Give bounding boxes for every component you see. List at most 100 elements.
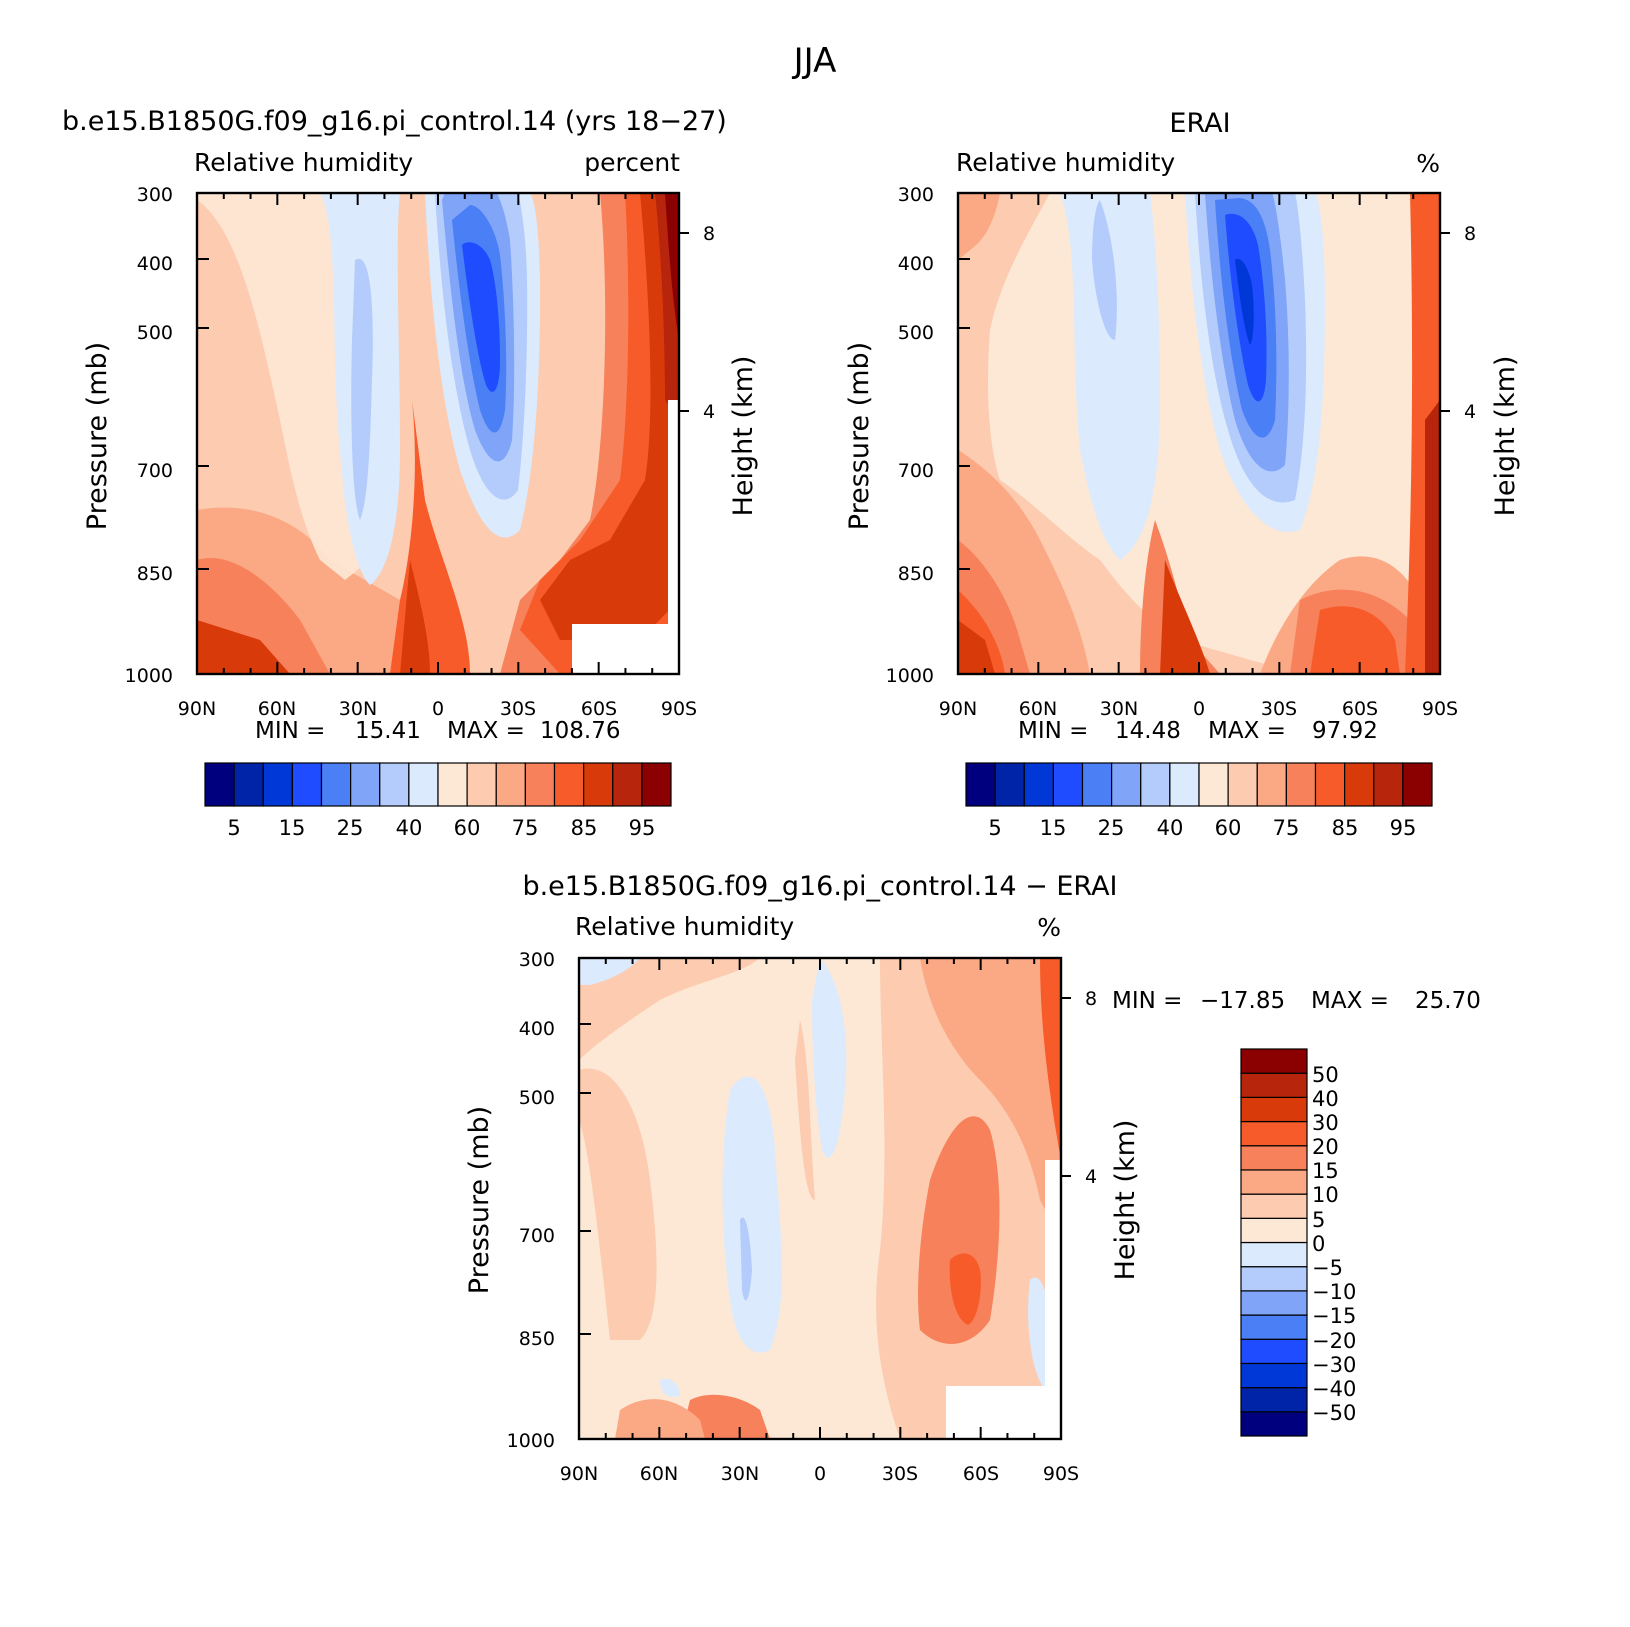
y2-tick-label: 4 [1085, 1166, 1097, 1188]
right-label: percent [584, 148, 680, 177]
max-label: MAX = [1208, 718, 1286, 744]
colorbar-swatch [1240, 1411, 1308, 1437]
contour-fill [958, 193, 1000, 260]
colorbar-swatch [262, 762, 293, 807]
contour-fill [579, 958, 640, 985]
x-tick-label: 30S [882, 1463, 918, 1485]
x-tick-label: 0 [814, 1463, 826, 1485]
contour-fill [615, 1399, 705, 1439]
colorbar-swatch [1240, 1314, 1308, 1340]
y-tick-label: 850 [519, 1328, 555, 1350]
y-tick-label: 300 [137, 184, 173, 206]
contour-field [197, 193, 680, 675]
x-tick-label: 60S [963, 1463, 999, 1485]
contour-fill [740, 1217, 752, 1301]
x-tick-label: 60N [640, 1463, 678, 1485]
x-axis: 90N 60N 30N 0 30S 60S 90S [939, 698, 1458, 720]
contour-fill [1235, 258, 1254, 345]
colorbar-swatch [1240, 1266, 1308, 1292]
y-tick-label: 1000 [125, 665, 173, 687]
y2-axis-title: Height (km) [1110, 1120, 1141, 1281]
missing-data-mask [572, 624, 680, 675]
y2-axis: 8 4 Height (km) [679, 223, 759, 516]
x-tick-label: 30S [500, 698, 536, 720]
y-axis-title: Pressure (mb) [82, 342, 113, 530]
colorbar-swatch [1373, 762, 1404, 807]
max-value: 97.92 [1312, 718, 1378, 744]
y2-tick-label: 8 [1085, 988, 1097, 1010]
x-axis: 90N 60N 30N 0 30S 60S 90S [178, 698, 697, 720]
y-tick-label: 500 [519, 1087, 555, 1109]
colorbar-swatch [1227, 762, 1258, 807]
colorbar-swatch [1198, 762, 1229, 807]
colorbar-label: 25 [1098, 816, 1125, 840]
colorbar-swatch [1111, 762, 1142, 807]
y2-axis-title: Height (km) [1490, 356, 1521, 517]
x-tick-label: 60S [581, 698, 617, 720]
contour-fill [1160, 560, 1210, 674]
panel-obs: ERAI Relative humidity % [844, 108, 1521, 840]
colorbar-swatch [1240, 1096, 1308, 1123]
x-tick-label: 0 [1193, 698, 1205, 720]
colorbar-label: 30 [1312, 1111, 1339, 1135]
colorbar-swatch [1081, 762, 1113, 807]
max-value: 108.76 [540, 718, 620, 744]
contour-fill [795, 1020, 815, 1200]
max-value: 25.70 [1415, 988, 1481, 1014]
max-label: MAX = [1311, 988, 1389, 1014]
y-tick-label: 400 [519, 1018, 555, 1040]
colorbar-swatch [1240, 1193, 1308, 1219]
y-axis: 300 400 500 700 850 1000 Pressure (mb) [844, 184, 934, 687]
colorbar-swatch [466, 762, 497, 807]
contour-fill [665, 193, 679, 340]
colorbar-swatch [350, 762, 381, 807]
panel-title: b.e15.B1850G.f09_g16.pi_control.14 − ERA… [522, 871, 1117, 902]
y-tick-label: 700 [898, 460, 934, 482]
colorbar-swatch [1240, 1290, 1308, 1316]
colorbar-label: −15 [1312, 1304, 1356, 1328]
colorbar: 5 15 25 40 60 75 85 95 [204, 762, 672, 840]
contour-fill [949, 1253, 981, 1325]
contour-fill [1092, 200, 1117, 340]
panel-title: ERAI [1169, 108, 1230, 139]
y2-tick-label: 4 [1464, 401, 1476, 423]
colorbar-label: 5 [1312, 1208, 1325, 1232]
panel-title: b.e15.B1850G.f09_g16.pi_control.14 (yrs … [62, 106, 727, 137]
y-axis-title: Pressure (mb) [844, 342, 875, 530]
contour-fill [197, 620, 290, 674]
x-tick-label: 30N [721, 1463, 759, 1485]
min-label: MIN = [255, 718, 325, 744]
colorbar-swatch [641, 762, 672, 807]
min-label: MIN = [1018, 718, 1088, 744]
contour-fill [812, 958, 847, 1158]
contour-fill [1140, 520, 1220, 674]
colorbar-label: 75 [512, 816, 539, 840]
colorbar-swatch [495, 762, 526, 807]
colorbar-label: −30 [1312, 1353, 1356, 1377]
colorbar-label: 50 [1312, 1063, 1339, 1087]
min-value: −17.85 [1200, 988, 1285, 1014]
min-max-annotation: MIN = 14.48 MAX = 97.92 [1018, 718, 1378, 744]
colorbar-swatch [1052, 762, 1084, 807]
colorbar-swatch [965, 762, 996, 807]
colorbar-swatch [291, 762, 323, 807]
colorbar-label: 5 [227, 816, 240, 840]
colorbar-swatch [1023, 762, 1054, 807]
y-tick-label: 850 [137, 563, 173, 585]
y-tick-label: 500 [137, 322, 173, 344]
colorbar-swatch [1240, 1338, 1308, 1365]
x-tick-label: 60S [1342, 698, 1378, 720]
colorbar-label: 15 [1312, 1159, 1339, 1183]
x-tick-label: 30S [1261, 698, 1297, 720]
contour-fill [540, 193, 679, 640]
x-tick-label: 90S [1043, 1463, 1079, 1485]
colorbar-label: −50 [1312, 1401, 1356, 1425]
contour-field [958, 193, 1440, 674]
contour-fill [1310, 606, 1400, 674]
y-tick-label: 300 [519, 949, 555, 971]
contour-fill [660, 1378, 680, 1397]
y-tick-label: 850 [898, 563, 934, 585]
y-tick-label: 300 [898, 184, 934, 206]
contour-field [579, 958, 1061, 1440]
